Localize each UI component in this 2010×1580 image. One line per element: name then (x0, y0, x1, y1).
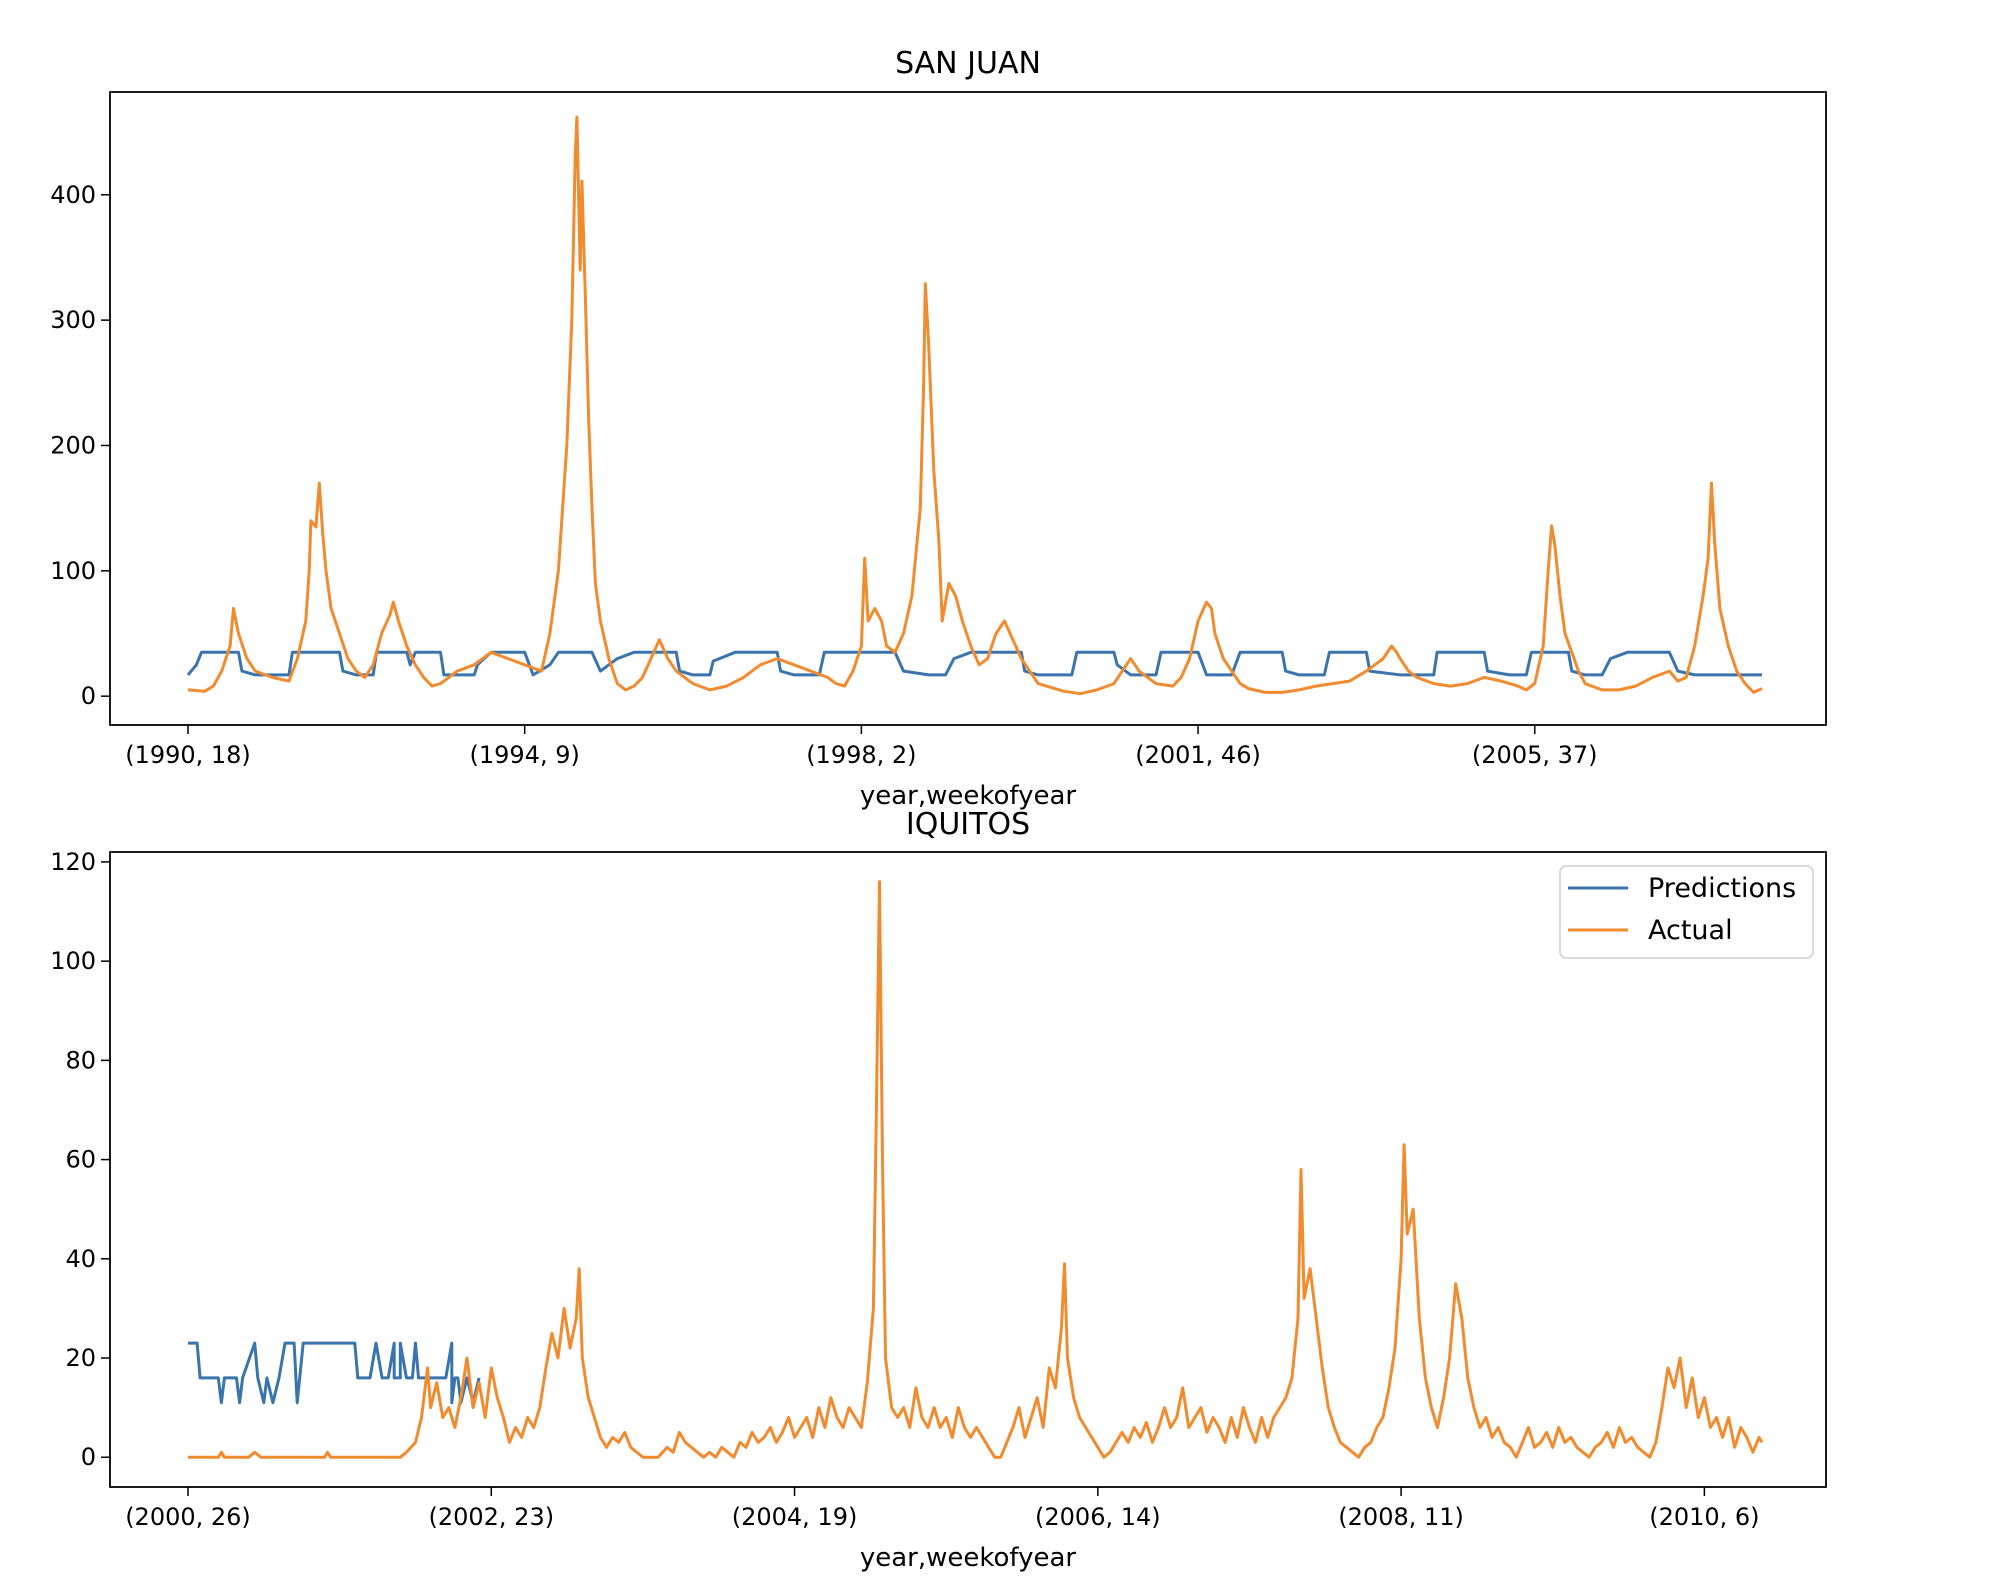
series-line-actual-san-juan (187, 115, 1763, 696)
y-tick-label: 400 (50, 181, 96, 209)
y-tick-label: 200 (50, 431, 96, 459)
legend-label-predictions: Predictions (1648, 873, 1796, 904)
series-line-predictions-san-juan (186, 650, 1762, 677)
series-line-actual-iquitos (188, 880, 1764, 1459)
x-tick-label: (2001, 46) (1135, 741, 1261, 769)
x-tick-label: (2002, 23) (428, 1503, 554, 1531)
y-ticks-iquitos: 0 20 40 60 80 100 120 (50, 848, 110, 1471)
legend: Predictions Actual (1559, 865, 1814, 959)
x-axis-label-san-juan: year,weekofyear (860, 781, 1077, 811)
x-tick-label: (2010, 6) (1649, 1503, 1759, 1531)
panel-iquitos: IQUITOS 0 20 40 60 80 100 120 (2000, 26) (2002,… (50, 807, 1827, 1573)
panel-title-san-juan: SAN JUAN (895, 46, 1041, 81)
x-tick-label: (1990, 18) (125, 741, 251, 769)
x-ticks-san-juan: (1990, 18) (1994, 9) (1998, 2) (2001, 46) (2… (125, 725, 1598, 769)
x-ticks-iquitos: (2000, 26) (2002, 23) (2004, 19) (2006, 14)… (125, 1487, 1760, 1531)
x-tick-label: (2006, 14) (1035, 1503, 1161, 1531)
y-tick-label: 20 (65, 1344, 96, 1372)
legend-label-actual: Actual (1648, 915, 1733, 946)
y-tick-label: 300 (50, 306, 96, 334)
y-ticks-san-juan: 0 100 200 300 400 (50, 181, 110, 710)
plot-frame-iquitos (109, 851, 1827, 1488)
y-tick-label: 0 (81, 1443, 96, 1471)
x-tick-label: (1998, 2) (806, 741, 916, 769)
panel-title-iquitos: IQUITOS (906, 807, 1030, 842)
y-tick-label: 100 (50, 947, 96, 975)
x-tick-label: (2005, 37) (1472, 741, 1598, 769)
panel-san-juan: SAN JUAN 0 100 200 300 400 (1990, 18) (1994, … (50, 46, 1827, 811)
x-tick-label: (1994, 9) (470, 741, 580, 769)
y-tick-label: 120 (50, 848, 96, 876)
y-tick-label: 0 (81, 682, 96, 710)
y-tick-label: 40 (65, 1245, 96, 1273)
series-line-predictions-iquitos (188, 1341, 481, 1405)
x-tick-label: (2000, 26) (125, 1503, 251, 1531)
y-tick-label: 100 (50, 557, 96, 585)
y-tick-label: 80 (65, 1046, 96, 1074)
x-axis-label-iquitos: year,weekofyear (860, 1543, 1077, 1573)
x-tick-label: (2008, 11) (1338, 1503, 1464, 1531)
x-tick-label: (2004, 19) (732, 1503, 858, 1531)
y-tick-label: 60 (65, 1146, 96, 1174)
plot-frame-san-juan (109, 91, 1827, 726)
